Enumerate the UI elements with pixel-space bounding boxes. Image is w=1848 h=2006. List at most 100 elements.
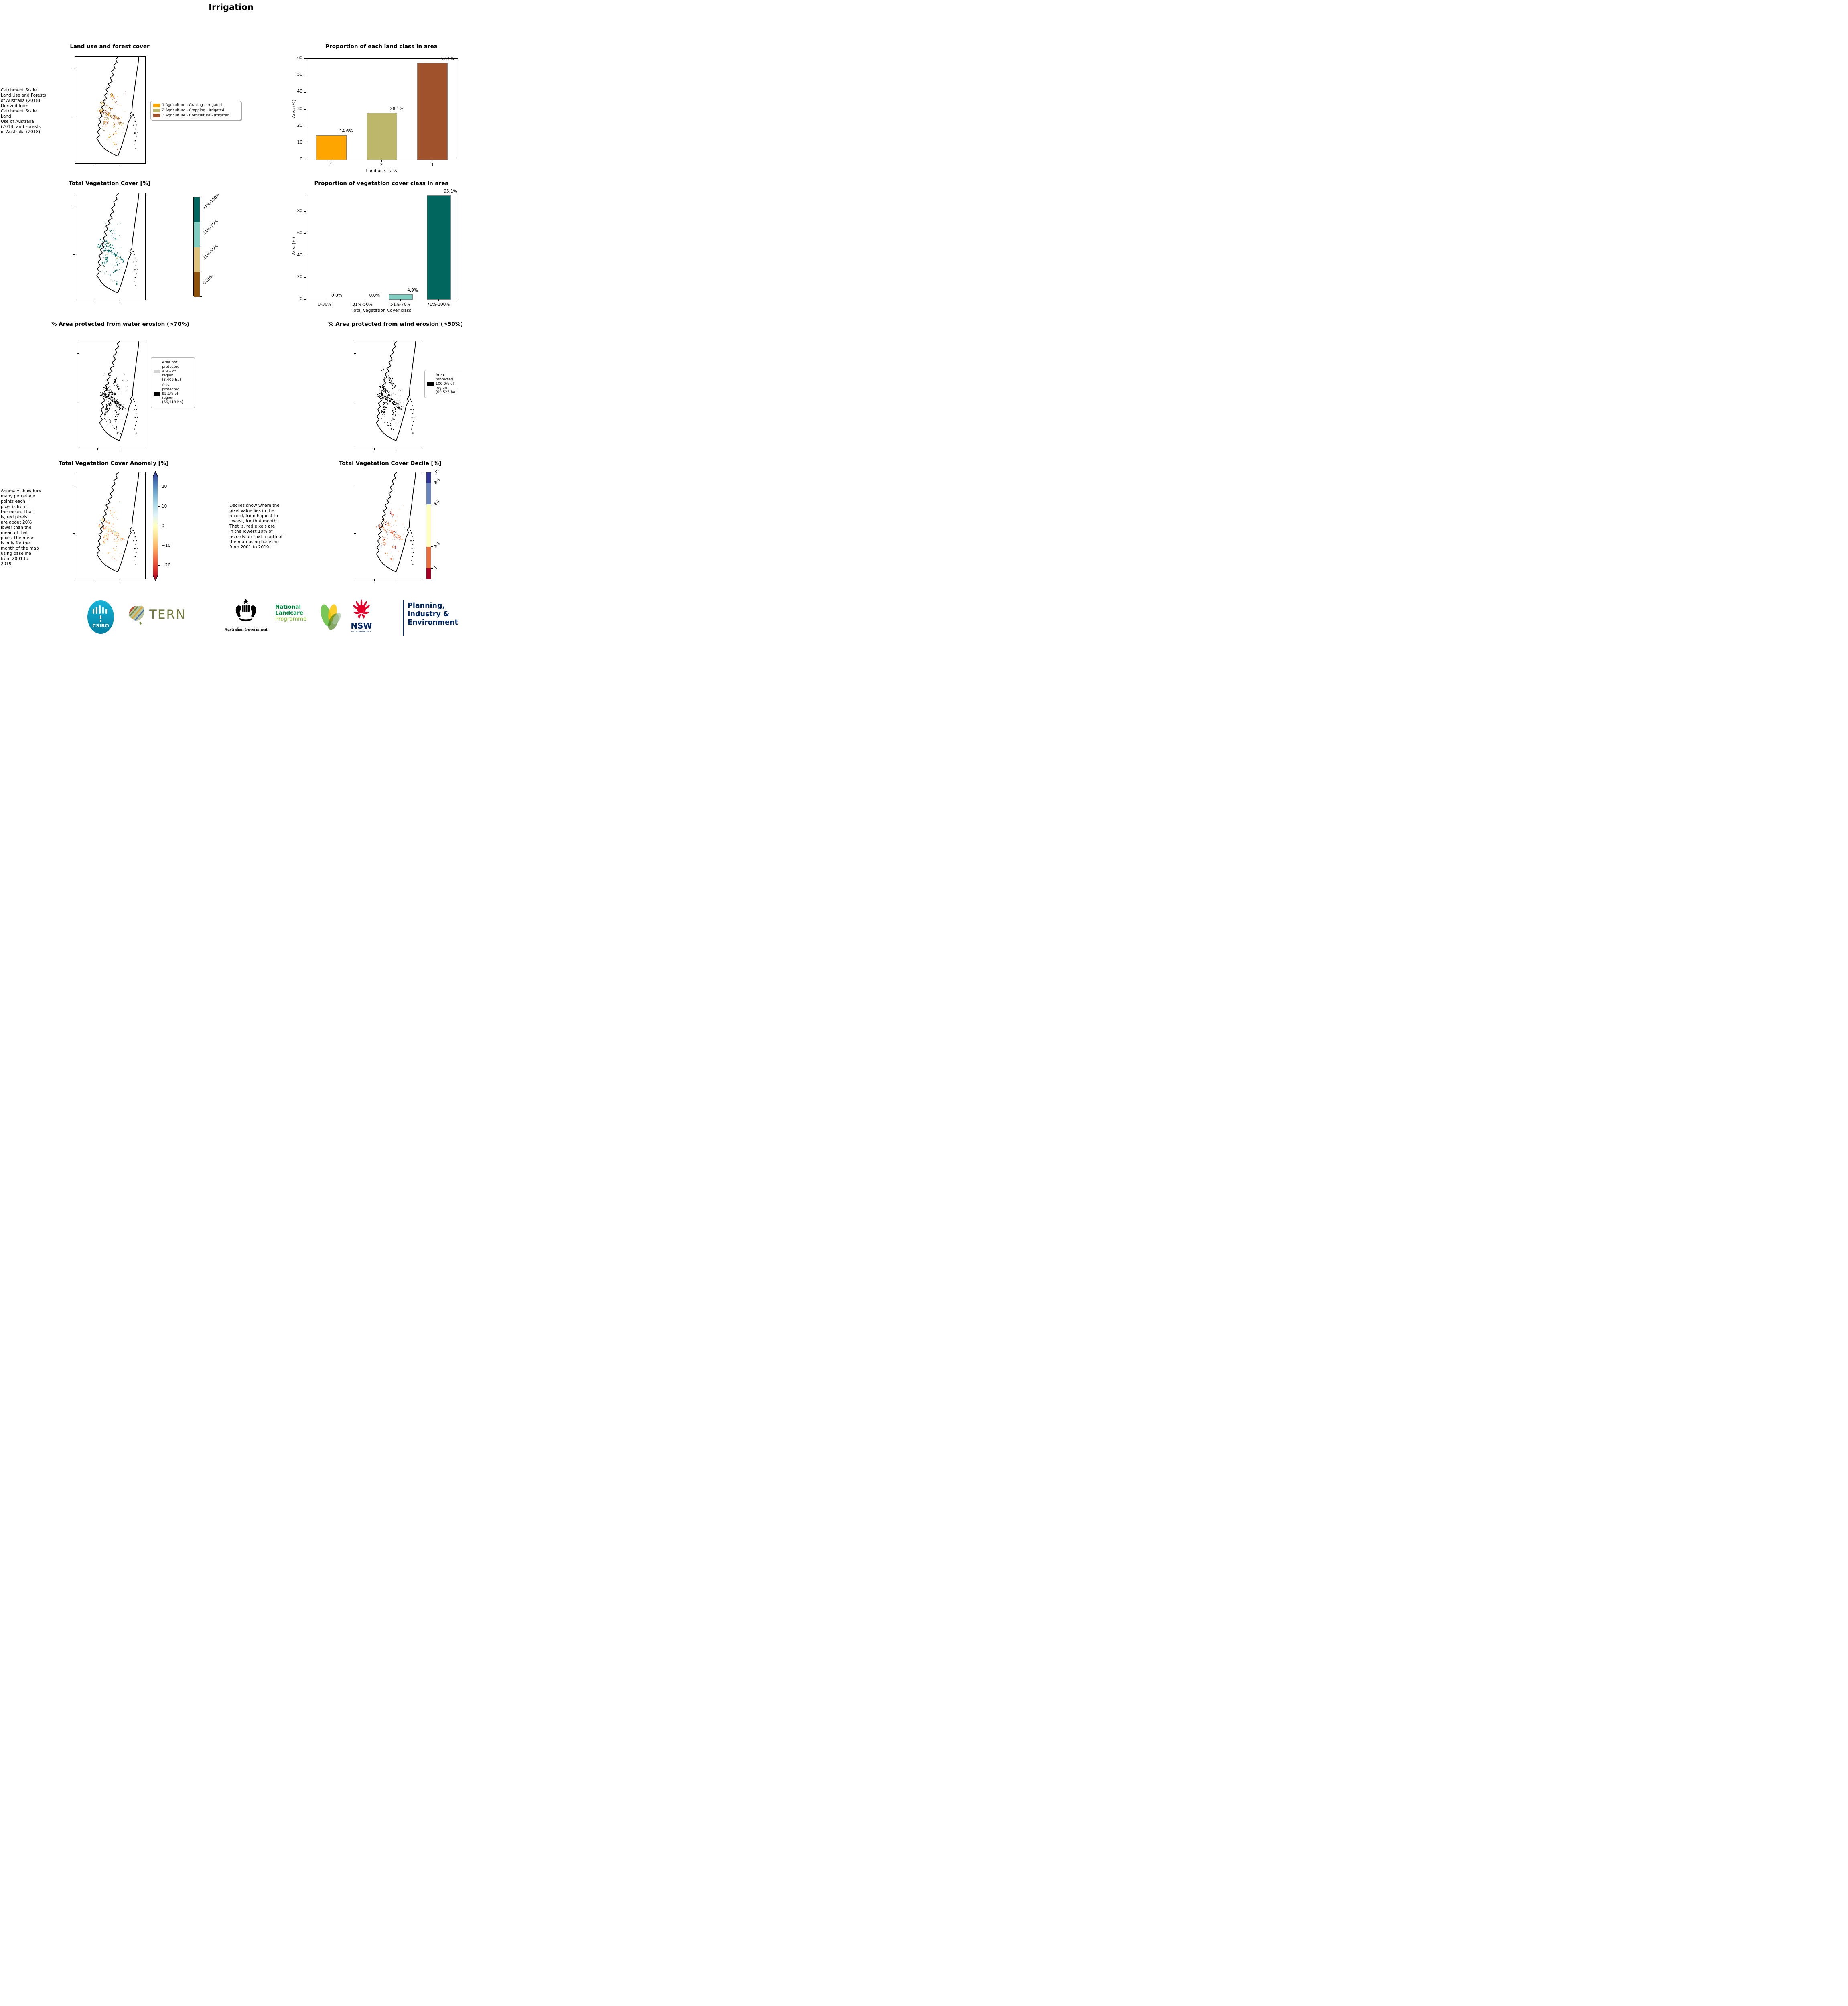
landcare-line-2: Landcare [275, 610, 303, 617]
y-tick-label: 0 [300, 157, 302, 162]
colorbar-segment [426, 472, 431, 483]
y-tick-label: 40 [297, 252, 302, 258]
x-axis-tick [400, 299, 401, 301]
colorbar-segment [194, 197, 200, 222]
y-tick-label: 40 [297, 89, 302, 94]
map-axis-tick [97, 448, 98, 450]
anomaly-gradient-bar [153, 471, 158, 581]
map-axis-tick [374, 448, 375, 450]
colorbar-segment [194, 222, 200, 247]
bar [426, 195, 451, 300]
page-title: Irrigation [209, 2, 254, 12]
bar-value-label: 0.0% [369, 293, 380, 298]
legend-item: Area protected 95.1% of region (66,118 h… [154, 383, 192, 405]
colorbar-segment [426, 547, 431, 569]
colorbar-tick-label: 71%-100% [202, 192, 221, 211]
csiro-logo-graphic: CSIRO [87, 600, 114, 634]
colorbar-tick-label: 1 [433, 565, 438, 571]
y-axis-tick [304, 277, 306, 278]
decile-map-title: Total Vegetation Cover Decile [%] [339, 460, 442, 467]
nsw-logo-text: NSW [351, 621, 372, 631]
bar-value-label: 28.1% [390, 106, 404, 111]
anomaly-map-title: Total Vegetation Cover Anomaly [%] [59, 460, 169, 467]
bar [417, 63, 448, 160]
legend-item-label: Area protected 95.1% of region (66,118 h… [162, 383, 183, 405]
veg-cover-map [75, 193, 146, 300]
colorbar-segment [194, 272, 200, 297]
colorbar-tick-label: 0 [162, 524, 164, 528]
colorbar-tick [431, 546, 433, 547]
y-tick-label: 20 [297, 123, 302, 128]
land-class-chart-title: Proportion of each land class in area [325, 43, 438, 50]
catchment-boundary-graphic [75, 57, 145, 163]
australian-government-label: Australian Government [224, 627, 268, 632]
leaves-icon [321, 604, 341, 630]
y-tick-label: 20 [297, 274, 302, 280]
wind-erosion-legend: Area protected 100.0% of region (69,525 … [424, 370, 462, 398]
bar [389, 294, 413, 300]
anomaly-note: Anomaly show how many percetage points e… [1, 489, 42, 567]
footer-divider [403, 600, 404, 636]
veg-cover-colorbar [193, 197, 200, 297]
colorbar-tick-label: 8-9 [433, 477, 441, 485]
decile-note: Deciles show where the pixel value lies … [229, 503, 283, 550]
catchment-boundary-graphic [79, 341, 145, 448]
bar-value-label: 95.1% [444, 189, 457, 194]
land-use-legend: 1 Agriculture - Grazing - Irrigated 2 Agr… [150, 101, 241, 120]
y-tick-label: 0 [300, 296, 302, 301]
x-tick-label: 3 [430, 162, 434, 167]
wind-erosion-map [356, 341, 422, 448]
y-tick-label: 50 [297, 72, 302, 77]
map-axis-tick [354, 353, 356, 354]
y-axis-tick [304, 233, 306, 234]
catchment-boundary-graphic [75, 193, 145, 300]
legend-item-label: Area not protected 4.9% of region (3,406… [162, 361, 181, 382]
bar-value-label: 57.4% [440, 56, 454, 61]
colorbar-tick-label: 10 [433, 468, 440, 475]
planning-logo-text: Planning, Industry & Environment [408, 602, 458, 627]
colorbar-tick [200, 296, 202, 297]
y-axis-tick [304, 299, 306, 300]
legend-item: 1 Agriculture - Grazing - Irrigated [153, 103, 238, 108]
veg-class-bar-chart [306, 193, 458, 300]
colorbar-segment [426, 568, 431, 579]
australia-stripes-icon [129, 605, 145, 625]
map-axis-tick [73, 254, 75, 255]
y-tick-label: 10 [297, 140, 302, 145]
x-tick-label: 1 [329, 162, 333, 167]
planning-line-2: Industry & [408, 610, 450, 618]
y-tick-label: 30 [297, 106, 302, 111]
legend-item: 3 Agriculture - Horticulture - Irrigated [153, 114, 238, 118]
catchment-boundary-graphic [75, 472, 145, 579]
map-axis-tick [354, 533, 356, 534]
nsw-waratah-icon [350, 599, 373, 623]
landcare-logo-text: National Landcare Programme [275, 604, 306, 622]
x-tick-label: 0-30% [318, 302, 332, 307]
land-class-chart-xlabel: Land use class [366, 169, 397, 173]
map-axis-tick [73, 533, 75, 534]
x-tick-label: 71%-100% [427, 302, 450, 307]
decile-colorbar [426, 472, 431, 579]
bar-value-label: 0.0% [331, 293, 342, 298]
colorbar-tick-label: −20 [162, 562, 171, 568]
x-tick-label: 31%-50% [352, 302, 373, 307]
x-axis-tick [438, 299, 439, 301]
catchment-boundary-graphic [356, 472, 422, 579]
waratah-icon [353, 599, 370, 619]
legend-item: 2 Agriculture - Cropping - Irrigated [153, 108, 238, 113]
land-use-map-title: Land use and forest cover [70, 43, 150, 50]
land-use-source-note: Catchment Scale Land Use and Forests of … [1, 88, 46, 135]
y-axis-tick [304, 58, 306, 59]
anomaly-map [75, 472, 146, 579]
planning-line-1: Planning, [408, 602, 445, 610]
x-axis-tick [381, 160, 382, 162]
water-erosion-map-title: % Area protected from water erosion (>70… [51, 321, 189, 327]
colorbar-segment [426, 504, 431, 547]
veg-class-chart-title: Proportion of vegetation cover class in … [314, 180, 449, 187]
report-page: Irrigation Catchment Scale Land Use and … [0, 0, 462, 641]
colorbar-tick-label: 2-3 [433, 541, 441, 550]
land-class-bar-chart [306, 58, 458, 160]
y-tick-label: 80 [297, 209, 302, 214]
colorbar-tick-label: 10 [162, 504, 167, 509]
colorbar-tick-label: 31%-50% [202, 244, 219, 261]
